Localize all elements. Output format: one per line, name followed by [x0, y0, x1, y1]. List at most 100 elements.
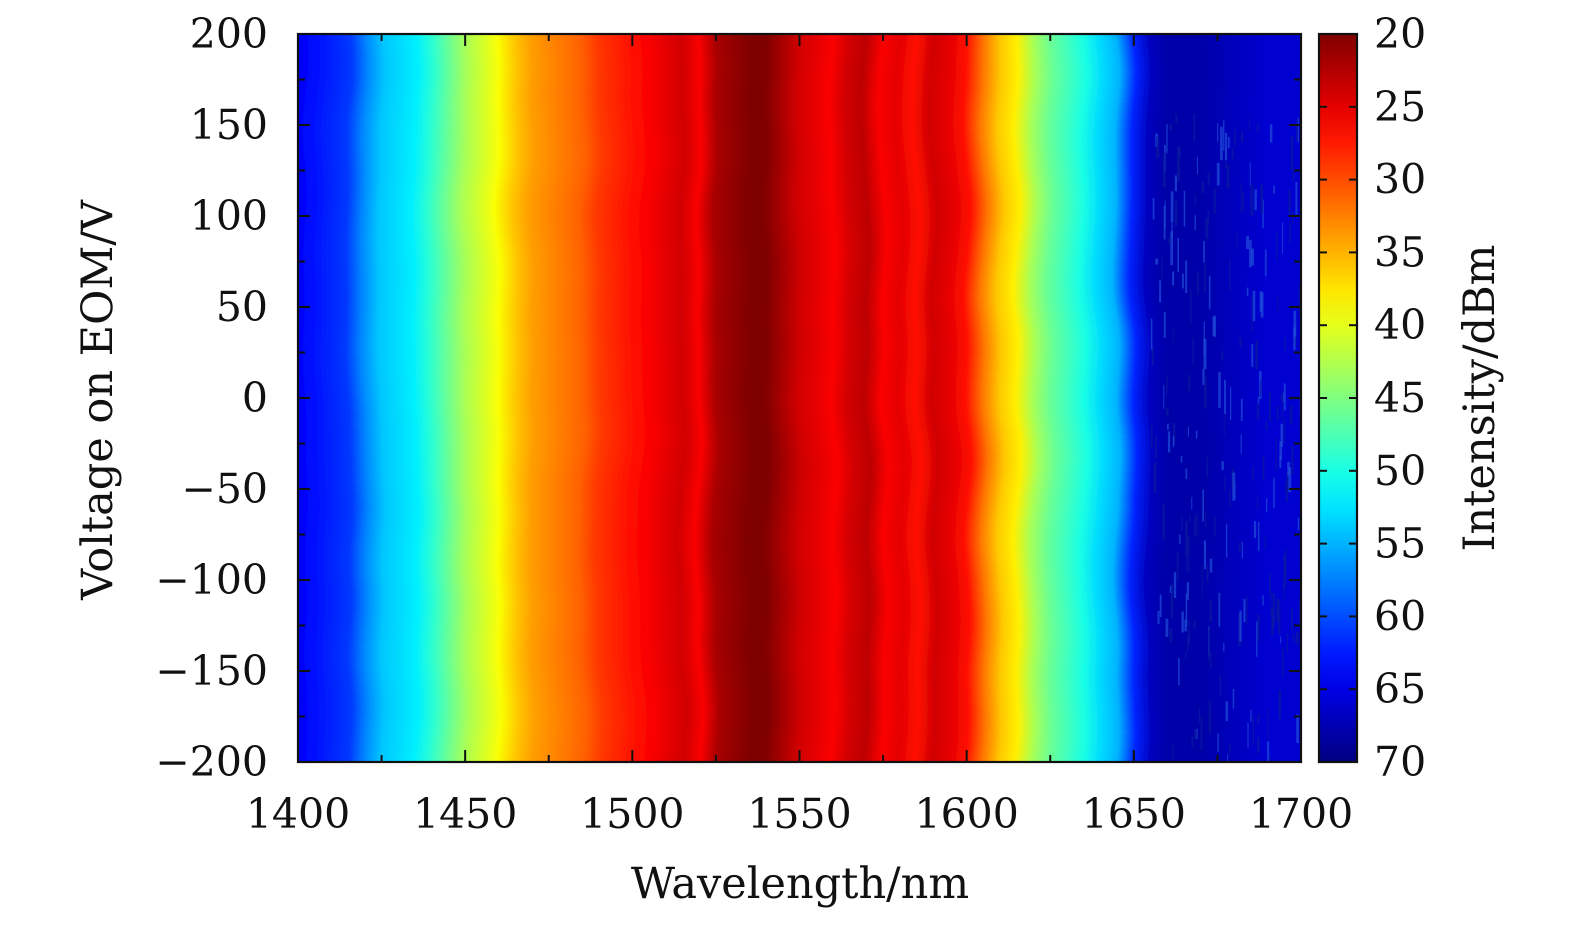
noise-streak	[1225, 701, 1228, 722]
noise-streak	[1178, 658, 1180, 686]
noise-streak	[1216, 162, 1220, 186]
noise-streak	[1243, 598, 1246, 623]
noise-streak	[1290, 135, 1294, 171]
noise-streak	[1185, 549, 1188, 573]
noise-streak	[1229, 489, 1231, 508]
noise-streak	[1257, 737, 1260, 754]
noise-streak	[1257, 522, 1260, 552]
noise-streak	[1192, 337, 1194, 366]
noise-streak	[1152, 198, 1155, 220]
noise-streak	[1172, 327, 1174, 344]
noise-streak	[1257, 495, 1259, 510]
noise-streak	[1167, 431, 1171, 453]
noise-streak	[1187, 426, 1189, 437]
y-tick-label: −50	[181, 465, 268, 513]
noise-streak	[1292, 171, 1295, 181]
y-tick-label: −100	[155, 556, 268, 604]
noise-streak	[1169, 123, 1172, 131]
x-tick-label: 1550	[747, 790, 851, 838]
noise-streak	[1172, 422, 1176, 445]
noise-streak	[1286, 473, 1289, 502]
noise-streak	[1209, 558, 1213, 573]
noise-streak	[1282, 392, 1284, 402]
noise-streak	[1166, 124, 1168, 154]
y-tick-label: 200	[190, 10, 268, 58]
noise-streak	[1256, 404, 1260, 420]
noise-streak	[1225, 133, 1228, 161]
noise-streak	[1202, 368, 1205, 385]
noise-streak	[1252, 716, 1254, 745]
noise-streak	[1257, 122, 1259, 133]
noise-streak	[1249, 162, 1251, 186]
noise-streak	[1280, 394, 1283, 401]
noise-streak	[1208, 275, 1211, 310]
noise-streak	[1178, 147, 1181, 158]
colorbar-tick-label: 20	[1374, 10, 1426, 58]
noise-streak	[1208, 701, 1212, 734]
noise-streak	[1205, 218, 1209, 240]
noise-streak	[1297, 117, 1299, 143]
noise-streak	[1182, 273, 1184, 289]
noise-streak	[1254, 189, 1257, 211]
noise-streak	[1191, 497, 1193, 510]
noise-streak	[1195, 430, 1198, 439]
noise-streak	[1260, 184, 1263, 214]
noise-streak	[1185, 652, 1187, 660]
colorbar-title: Intensity/dBm	[1455, 245, 1505, 552]
noise-streak	[1167, 423, 1169, 431]
noise-streak	[1176, 550, 1179, 581]
noise-streak	[1269, 756, 1271, 762]
heatmap-background	[298, 34, 1301, 762]
noise-streak	[1221, 461, 1224, 470]
noise-streak	[1276, 406, 1279, 420]
noise-streak	[1165, 618, 1169, 637]
noise-streak	[1265, 421, 1268, 430]
noise-streak	[1289, 222, 1291, 244]
noise-streak	[1272, 593, 1276, 628]
x-tick-label: 1400	[246, 790, 350, 838]
noise-streak	[1279, 636, 1282, 644]
noise-streak	[1295, 181, 1298, 215]
noise-streak	[1205, 512, 1207, 529]
noise-streak	[1164, 200, 1166, 230]
noise-region	[1150, 114, 1301, 762]
noise-streak	[1194, 194, 1196, 206]
noise-streak	[1223, 120, 1225, 151]
noise-streak	[1185, 260, 1188, 293]
noise-streak	[1207, 210, 1210, 224]
noise-streak	[1189, 289, 1192, 323]
noise-streak	[1151, 424, 1153, 448]
y-tick-label: 150	[190, 101, 268, 149]
noise-streak	[1262, 595, 1264, 606]
y-tick-label: −150	[155, 647, 268, 695]
noise-streak	[1282, 222, 1284, 254]
noise-streak	[1234, 129, 1236, 147]
noise-streak	[1226, 523, 1228, 558]
noise-streak	[1180, 455, 1183, 463]
noise-streak	[1184, 619, 1187, 632]
x-axis-ticks: 1400 1450 1500 1550 1600 1650 1700	[246, 34, 1353, 838]
noise-streak	[1210, 652, 1212, 669]
noise-streak	[1227, 754, 1229, 762]
noise-streak	[1201, 565, 1203, 598]
noise-streak	[1204, 375, 1207, 408]
noise-streak	[1253, 521, 1257, 538]
noise-streak	[1163, 205, 1166, 240]
colorbar-tick-label: 65	[1374, 665, 1426, 713]
colorbar-tick-label: 40	[1374, 301, 1426, 349]
noise-streak	[1287, 461, 1290, 476]
noise-streak	[1214, 517, 1216, 537]
noise-streak	[1193, 620, 1196, 629]
noise-streak	[1259, 291, 1263, 312]
noise-streak	[1295, 631, 1299, 645]
noise-streak	[1162, 504, 1165, 540]
y-tick-label: 100	[190, 192, 268, 240]
noise-streak	[1185, 468, 1188, 480]
y-tick-label: 0	[242, 374, 268, 422]
noise-streak	[1283, 581, 1285, 599]
noise-streak	[1288, 190, 1291, 217]
noise-streak	[1270, 590, 1272, 616]
noise-streak	[1246, 596, 1248, 624]
noise-streak	[1163, 152, 1166, 188]
noise-streak	[1281, 647, 1284, 678]
